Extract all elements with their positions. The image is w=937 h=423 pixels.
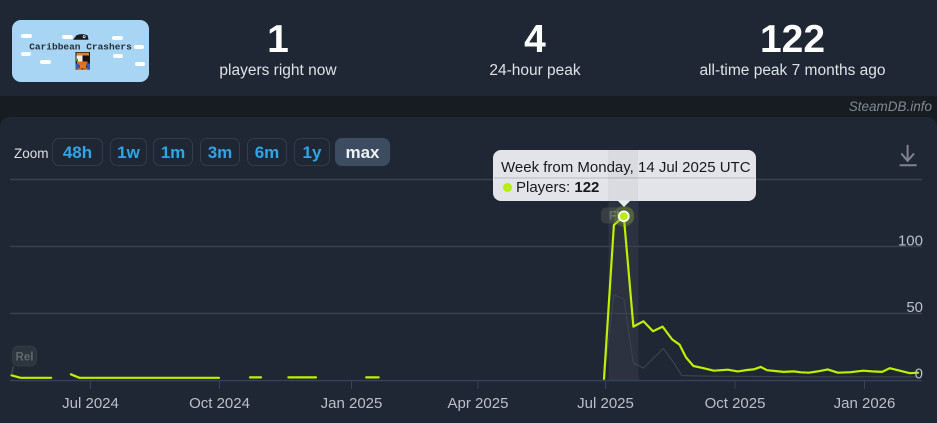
svg-text:Jul 2024: Jul 2024	[62, 395, 119, 412]
svg-text:Oct 2024: Oct 2024	[189, 395, 250, 412]
svg-text:Jan 2025: Jan 2025	[321, 395, 383, 412]
svg-text:Caribbean Crashers: Caribbean Crashers	[29, 42, 132, 53]
svg-text:Oct 2025: Oct 2025	[705, 395, 766, 412]
svg-text:Apr 2025: Apr 2025	[448, 395, 509, 412]
svg-text:0: 0	[915, 366, 923, 383]
svg-text:50: 50	[906, 299, 923, 316]
svg-text:100: 100	[898, 233, 923, 250]
svg-text:Jul 2025: Jul 2025	[577, 395, 634, 412]
svg-text:Jan 2026: Jan 2026	[834, 395, 896, 412]
svg-text:Rel: Rel	[16, 352, 34, 364]
